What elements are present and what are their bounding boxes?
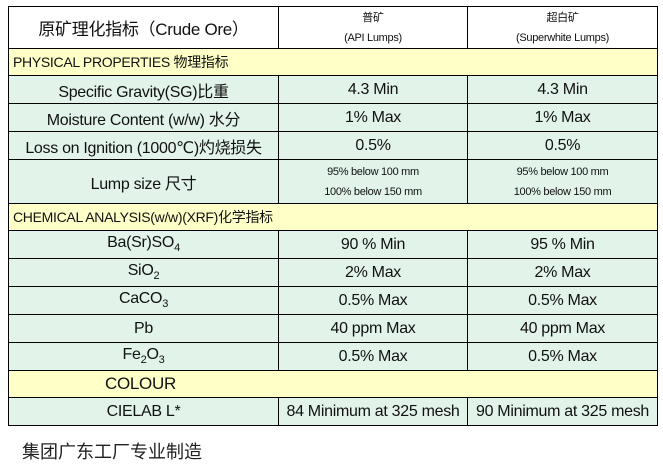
section-row: PHYSICAL PROPERTIES 物理指标: [8, 48, 658, 76]
row-label: Pb: [8, 314, 279, 343]
column-header-line: (API Lumps): [344, 31, 402, 44]
value-cell: 0.5% Max: [467, 342, 658, 371]
subscript: 3: [162, 298, 169, 311]
row-label: Moisture Content (w/w) 水分: [8, 103, 279, 132]
value-cell: 1% Max: [278, 103, 468, 132]
value-line: 100% below 150 mm: [324, 185, 422, 198]
label-text: SiO: [127, 262, 154, 280]
table-body: 原矿理化指标（Crude Ore） 普矿 (API Lumps) 超白矿 (Superw…: [8, 6, 658, 426]
section-title: PHYSICAL PROPERTIES 物理指标: [8, 48, 658, 76]
data-row: Pb 40 ppm Max 40 ppm Max: [8, 314, 658, 343]
row-label: Fe2O3: [8, 342, 279, 371]
data-row: CaCO3 0.5% Max 0.5% Max: [8, 286, 658, 315]
value-cell: 84 Minimum at 325 mesh: [278, 397, 468, 426]
footer: 集团广东工厂专业制造: [22, 442, 202, 462]
ore-table: 原矿理化指标（Crude Ore） 普矿 (API Lumps) 超白矿 (Superw…: [8, 6, 658, 426]
value-cell: 40 ppm Max: [278, 314, 468, 343]
label-text: Fe: [122, 346, 141, 364]
value-cell: 90 Minimum at 325 mesh: [467, 397, 658, 426]
data-row: Lump size 尺寸 95% below 100 mm 100% below 1…: [8, 159, 658, 204]
value-cell: 2% Max: [467, 258, 658, 287]
section-title: COLOUR: [8, 370, 658, 398]
value-cell: 0.5%: [278, 131, 468, 160]
subscript: 2: [140, 354, 147, 367]
section-row: COLOUR: [8, 370, 658, 398]
label-text: Loss on Ignition (1000℃)灼烧损失: [25, 139, 262, 157]
section-row: CHEMICAL ANALYSIS(w/w)(XRF)化学指标: [8, 203, 658, 231]
data-row: Specific Gravity(SG)比重 4.3 Min 4.3 Min: [8, 75, 658, 104]
value-cell: 0.5%: [467, 131, 658, 160]
row-label: SiO2: [8, 258, 279, 287]
header-row: 原矿理化指标（Crude Ore） 普矿 (API Lumps) 超白矿 (Superw…: [8, 6, 658, 49]
row-label: Ba(Sr)SO4: [8, 230, 279, 259]
subscript: 3: [158, 354, 165, 367]
label-text: Ba(Sr)SO: [107, 234, 175, 252]
value-cell: 1% Max: [467, 103, 658, 132]
data-row: Ba(Sr)SO4 90 % Min 95 % Min: [8, 230, 658, 259]
value-cell: 0.5% Max: [278, 286, 468, 315]
value-cell: 95% below 100 mm 100% below 150 mm: [467, 159, 658, 204]
value-cell: 4.3 Min: [278, 75, 468, 104]
label-text: Lump size 尺寸: [90, 175, 197, 193]
value-cell: 2% Max: [278, 258, 468, 287]
data-row: Loss on Ignition (1000℃)灼烧损失 0.5% 0.5%: [8, 131, 658, 160]
row-label: CIELAB L*: [8, 397, 279, 426]
label-text: Pb: [134, 319, 153, 337]
label-text: O: [146, 346, 159, 364]
section-title: CHEMICAL ANALYSIS(w/w)(XRF)化学指标: [8, 203, 658, 231]
row-label: Specific Gravity(SG)比重: [8, 75, 279, 104]
value-cell: 90 % Min: [278, 230, 468, 259]
label-text: CIELAB L*: [106, 402, 181, 420]
header-title: 原矿理化指标（Crude Ore）: [8, 6, 279, 49]
row-label: Lump size 尺寸: [8, 159, 279, 204]
column-header: 普矿 (API Lumps): [278, 6, 468, 49]
label-text: Specific Gravity(SG)比重: [58, 83, 229, 101]
data-row: SiO2 2% Max 2% Max: [8, 258, 658, 287]
value-cell: 95% below 100 mm 100% below 150 mm: [278, 159, 468, 204]
subscript: 2: [153, 270, 160, 283]
value-cell: 4.3 Min: [467, 75, 658, 104]
label-text: Moisture Content (w/w) 水分: [46, 111, 241, 129]
value-line: 95% below 100 mm: [516, 165, 609, 178]
value-cell: 95 % Min: [467, 230, 658, 259]
label-text: CaCO: [118, 290, 163, 308]
subscript: 4: [174, 242, 180, 255]
column-header-line: 超白矿: [546, 11, 579, 24]
row-label: Loss on Ignition (1000℃)灼烧损失: [8, 131, 279, 160]
data-row: Moisture Content (w/w) 水分 1% Max 1% Max: [8, 103, 658, 132]
data-row: CIELAB L* 84 Minimum at 325 mesh 90 Minimu…: [8, 397, 658, 426]
row-label: CaCO3: [8, 286, 279, 315]
value-cell: 40 ppm Max: [467, 314, 658, 343]
value-line: 95% below 100 mm: [327, 165, 419, 178]
column-header: 超白矿 (Superwhite Lumps): [467, 6, 658, 49]
value-cell: 0.5% Max: [467, 286, 658, 315]
column-header-line: 普矿: [362, 11, 384, 24]
value-cell: 0.5% Max: [278, 342, 468, 371]
value-line: 100% below 150 mm: [513, 185, 612, 198]
data-row: Fe2O3 0.5% Max 0.5% Max: [8, 342, 658, 371]
column-header-line: (Superwhite Lumps): [515, 31, 610, 44]
